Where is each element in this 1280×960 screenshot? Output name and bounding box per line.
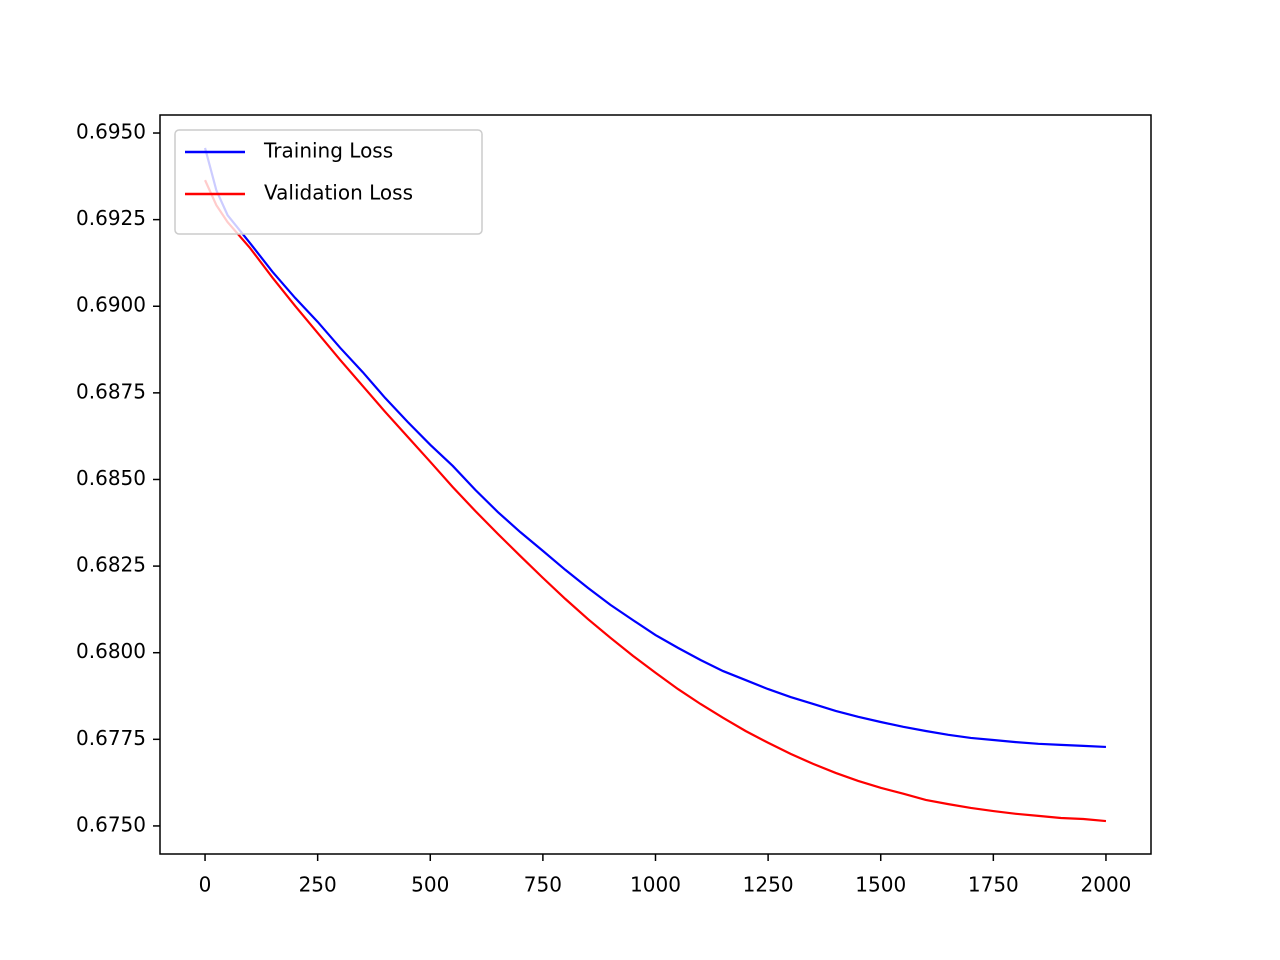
x-tick-label: 0 (199, 873, 212, 897)
y-tick-label: 0.6850 (76, 466, 146, 490)
y-tick-label: 0.6800 (76, 639, 146, 663)
plot-frame (159, 114, 1152, 855)
x-tick-label: 750 (524, 873, 562, 897)
legend-label: Validation Loss (264, 181, 413, 205)
y-tick-label: 0.6950 (76, 120, 146, 144)
x-tick-label: 250 (299, 873, 337, 897)
y-tick-label: 0.6875 (76, 379, 146, 403)
legend-box (174, 129, 483, 235)
y-tick-label: 0.6825 (76, 553, 146, 577)
x-tick-label: 2000 (1081, 873, 1132, 897)
x-tick-label: 1750 (968, 873, 1019, 897)
x-tick-label: 1500 (855, 873, 906, 897)
x-tick-label: 1000 (630, 873, 681, 897)
x-tick-label: 1250 (743, 873, 794, 897)
line-series (203, 147, 1107, 749)
legend-label: Training Loss (263, 139, 393, 163)
y-tick-label: 0.6775 (76, 726, 146, 750)
y-tick-label: 0.6925 (76, 206, 146, 230)
y-tick-label: 0.6900 (76, 293, 146, 317)
y-tick-label: 0.6750 (76, 812, 146, 836)
x-tick-label: 500 (411, 873, 449, 897)
line-series (204, 179, 1107, 823)
